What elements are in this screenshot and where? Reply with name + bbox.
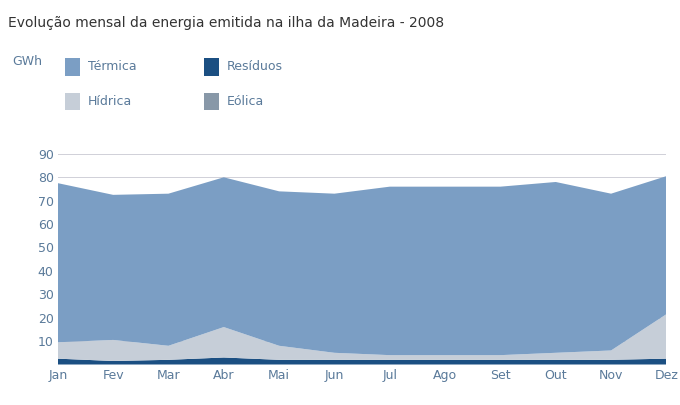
Text: Térmica: Térmica — [88, 60, 137, 73]
Bar — [204, 58, 219, 76]
Text: Hídrica: Hídrica — [88, 95, 132, 108]
Text: GWh: GWh — [12, 55, 42, 68]
Bar — [204, 93, 219, 111]
Bar — [65, 93, 80, 111]
Text: Eólica: Eólica — [227, 95, 265, 108]
Bar — [65, 58, 80, 76]
Text: Resíduos: Resíduos — [227, 60, 283, 73]
Text: Evolução mensal da energia emitida na ilha da Madeira - 2008: Evolução mensal da energia emitida na il… — [8, 16, 444, 30]
